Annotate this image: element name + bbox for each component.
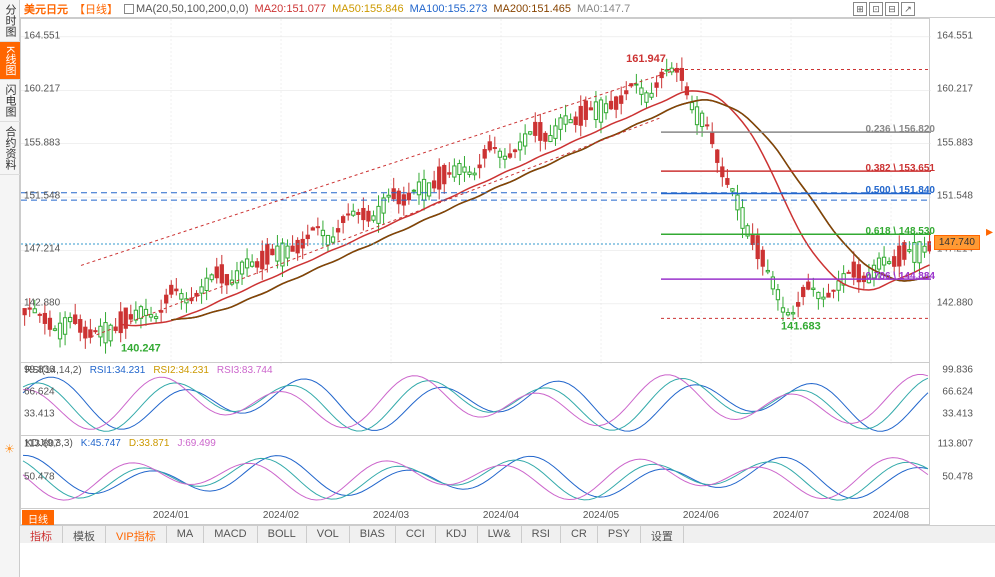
indicator-tab-LW&[interactable]: LW& <box>478 526 522 543</box>
kdj-axis-right: 50.478113.807 <box>930 436 975 509</box>
fib-level-label: 0.236 \ 156.820 <box>865 124 935 135</box>
fib-level-label: 0.786 \ 144.884 <box>865 271 935 282</box>
rsi-axis-left: 33.41366.62499.836 <box>22 363 67 436</box>
ma200-value: MA200:151.465 <box>493 3 571 15</box>
indicator-tab-VOL[interactable]: VOL <box>307 526 350 543</box>
time-tick: 2024/06 <box>683 510 719 521</box>
price-tick: 142.880 <box>937 297 973 308</box>
tool-icon-4[interactable]: ↗ <box>901 2 915 16</box>
time-tick: 2024/05 <box>583 510 619 521</box>
indicator-tab-VIP指标[interactable]: VIP指标 <box>106 526 167 543</box>
tool-icon-1[interactable]: ⊞ <box>853 2 867 16</box>
sidebar-item-3[interactable]: 合约资料 <box>0 122 20 175</box>
indicator-tab-BIAS[interactable]: BIAS <box>350 526 396 543</box>
price-tick: 164.551 <box>937 30 973 41</box>
price-axis-left: 142.880 147.214 151.548 155.883 160.217 164.5… <box>22 18 67 363</box>
indicator-tab-模板[interactable]: 模板 <box>63 526 106 543</box>
indicator-tab-RSI[interactable]: RSI <box>522 526 561 543</box>
sun-icon: ☀ <box>4 442 15 456</box>
time-tick: 2024/07 <box>773 510 809 521</box>
fib-level-label: 0.382 \ 153.651 <box>865 163 935 174</box>
indicator-tab-设置[interactable]: 设置 <box>641 526 684 543</box>
indicator-tab-PSY[interactable]: PSY <box>598 526 641 543</box>
price-tick: 155.883 <box>24 137 60 148</box>
price-tick: 142.880 <box>24 297 60 308</box>
indicator-tab-指标[interactable]: 指标 <box>20 526 63 543</box>
chart-header: 美元日元 【日线】 MA(20,50,100,200,0,0) MA20:151… <box>20 0 995 18</box>
sidebar-item-1[interactable]: K线图 <box>0 42 20 80</box>
time-tick: 2024/02 <box>263 510 299 521</box>
price-tick: 147.214 <box>24 244 60 255</box>
indicator-tab-MACD[interactable]: MACD <box>204 526 257 543</box>
timeframe-label: 【日线】 <box>74 1 118 17</box>
symbol-label: 美元日元 <box>24 1 68 17</box>
main-price-chart[interactable]: 161.947 140.247 141.683 <box>20 18 930 363</box>
sidebar-item-0[interactable]: 分时图 <box>0 0 20 42</box>
ma100-value: MA100:155.273 <box>410 3 488 15</box>
tool-icon-2[interactable]: ⊡ <box>869 2 883 16</box>
svg-text:161.947: 161.947 <box>626 53 666 65</box>
price-tick: 160.217 <box>937 84 973 95</box>
indicator-tab-BOLL[interactable]: BOLL <box>258 526 307 543</box>
ma-indicator-label: MA(20,50,100,200,0,0) <box>124 3 249 15</box>
sidebar: 分时图K线图闪电图合约资料 <box>0 0 20 577</box>
time-tick: 2024/04 <box>483 510 519 521</box>
tool-icon-3[interactable]: ⊟ <box>885 2 899 16</box>
ma50-value: MA50:155.846 <box>332 3 404 15</box>
indicator-tab-CCI[interactable]: CCI <box>396 526 436 543</box>
price-tick: 151.548 <box>24 191 60 202</box>
time-axis: 2024/01 2024/02 2024/03 2024/04 2024/05 2024/… <box>20 509 930 525</box>
indicator-tabs: 指标模板VIP指标MAMACDBOLLVOLBIASCCIKDJLW&RSICR… <box>20 525 995 543</box>
price-tick: 155.883 <box>937 137 973 148</box>
price-tick: 164.551 <box>24 30 60 41</box>
svg-text:141.683: 141.683 <box>781 321 821 333</box>
ma0-value: MA0:147.7 <box>577 3 630 15</box>
fib-level-label: 0.618 \ 148.530 <box>865 226 935 237</box>
price-tick: 160.217 <box>24 84 60 95</box>
kdj-panel[interactable]: KDJ(9,3,3) K:45.747D:33.871J:69.499 <box>20 436 930 509</box>
svg-text:140.247: 140.247 <box>121 343 161 355</box>
rsi-axis-right: 33.41366.62499.836 <box>930 363 975 436</box>
time-tick: 2024/01 <box>153 510 189 521</box>
indicator-tab-CR[interactable]: CR <box>561 526 598 543</box>
current-price-tag: 147.740 <box>934 235 980 250</box>
sidebar-item-2[interactable]: 闪电图 <box>0 80 20 122</box>
price-axis-right: 142.880147.214151.548155.883160.217164.5… <box>930 18 975 363</box>
rsi-panel[interactable]: RSI(14,14,2) RSI1:34.231RSI2:34.231RSI3:… <box>20 363 930 436</box>
kdj-axis-left: 50.478113.807 <box>22 436 67 509</box>
fib-level-label: 0.500 \ 151.840 <box>865 185 935 196</box>
time-tick: 2024/08 <box>873 510 909 521</box>
header-toolbar: ⊞ ⊡ ⊟ ↗ <box>853 2 915 16</box>
price-tick: 151.548 <box>937 191 973 202</box>
indicator-tab-KDJ[interactable]: KDJ <box>436 526 478 543</box>
time-tick: 2024/03 <box>373 510 409 521</box>
ma20-value: MA20:151.077 <box>255 3 327 15</box>
indicator-tab-MA[interactable]: MA <box>167 526 205 543</box>
price-arrow-icon: ▸ <box>986 223 993 240</box>
